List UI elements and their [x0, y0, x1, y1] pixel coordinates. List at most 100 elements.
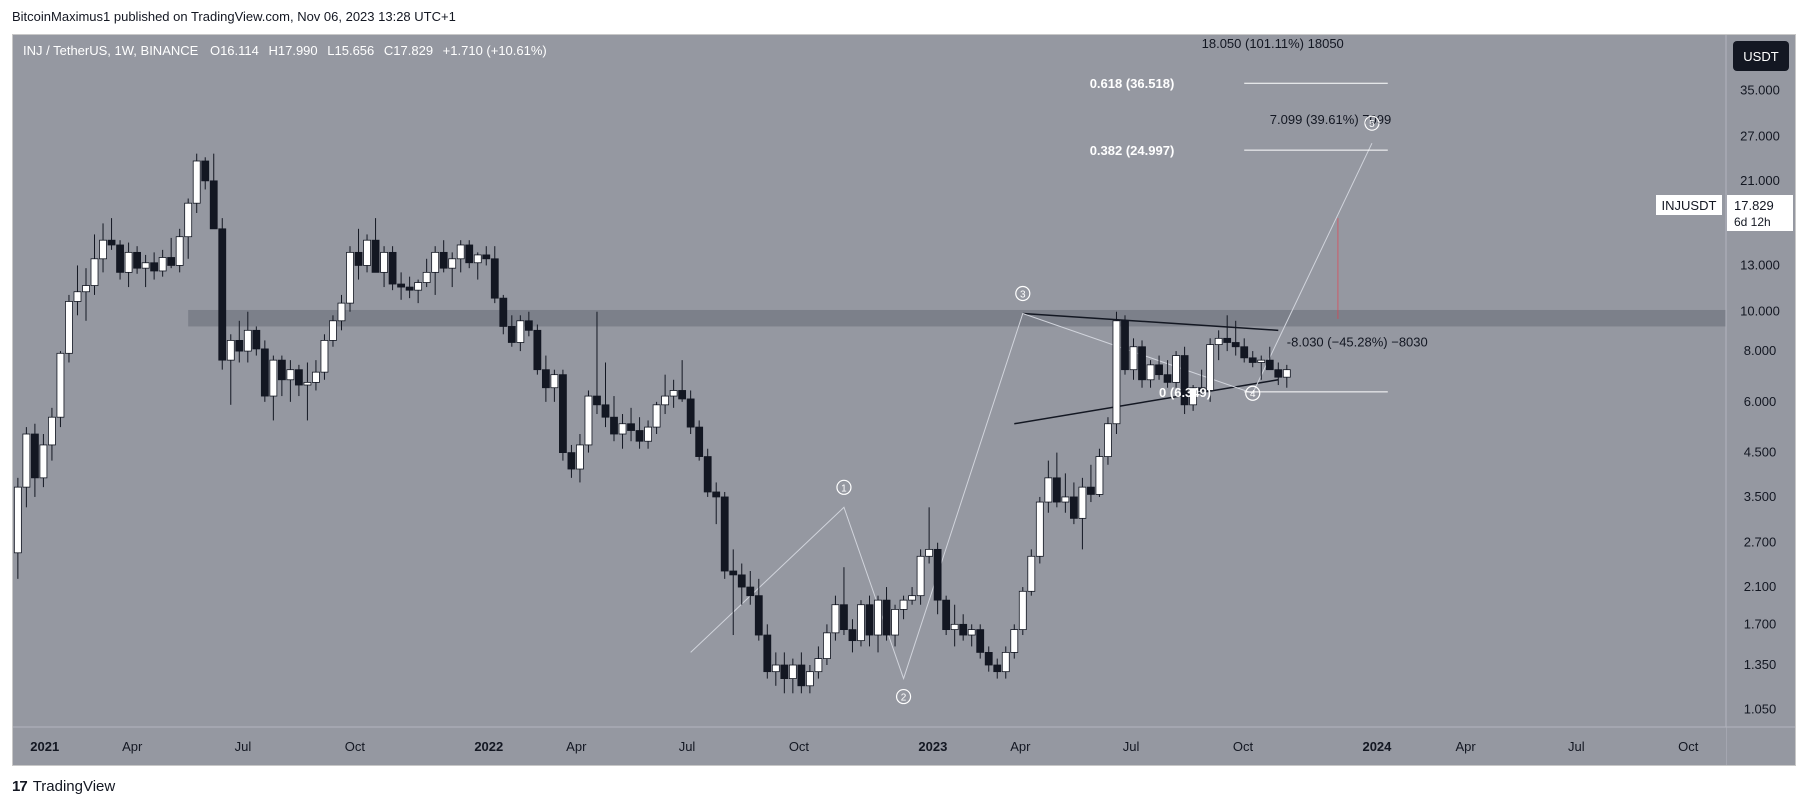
y-tick-label: 2.700: [1744, 535, 1777, 550]
candle-body-down: [678, 390, 687, 400]
candle: [746, 571, 755, 605]
time-axis[interactable]: [13, 727, 1726, 765]
candle-body-down: [1180, 355, 1189, 406]
candle: [235, 320, 244, 363]
candle-body-down: [882, 599, 891, 636]
candle: [22, 427, 31, 508]
candle: [857, 600, 865, 647]
fib-level-label: 0.618 (36.518): [1090, 76, 1175, 91]
candle: [499, 294, 508, 335]
candle-body-up: [1027, 555, 1036, 592]
candle: [439, 240, 448, 273]
candle: [908, 587, 916, 605]
candle-body-up: [788, 664, 797, 679]
candle-body-down: [601, 404, 610, 418]
candle: [99, 223, 107, 273]
candle-body-up: [99, 239, 107, 260]
candle: [959, 614, 968, 641]
y-tick-label: 21.000: [1740, 173, 1780, 188]
candle: [720, 491, 729, 579]
candle-body-down: [252, 329, 261, 350]
candle: [107, 218, 116, 250]
x-tick-label: Oct: [1678, 739, 1699, 754]
ohlc-low: 15.656: [335, 43, 375, 58]
candle-body-down: [277, 359, 286, 381]
candle-body-up: [516, 320, 525, 343]
last-price-badge: [1727, 195, 1793, 231]
candle-body-up: [1214, 337, 1223, 346]
candle: [175, 228, 184, 273]
candle: [695, 420, 704, 461]
symbol-legend[interactable]: INJ / TetherUS, 1W, BINANCE O16.114 H17.…: [23, 43, 547, 58]
price-axis[interactable]: [1726, 35, 1795, 765]
last-price-marker: INJUSDT 17.829 6d 12h: [1656, 195, 1793, 231]
y-tick-label: 6.000: [1744, 394, 1777, 409]
candle-body-up: [346, 251, 354, 304]
candle: [678, 360, 687, 402]
candle-body-down: [746, 586, 755, 597]
candle-body-down: [729, 570, 738, 576]
candle-body-up: [329, 320, 337, 341]
symbol-name: INJ / TetherUS, 1W, BINANCE: [23, 43, 199, 58]
candle-body-down: [635, 430, 644, 442]
candle-body-down: [737, 574, 746, 588]
candle-body-down: [797, 664, 806, 687]
x-tick-label: Oct: [789, 739, 810, 754]
candle-body-up: [1095, 456, 1104, 495]
candle-body-up: [65, 301, 73, 354]
candle: [976, 624, 985, 659]
candle-body-down: [780, 664, 789, 679]
candle: [48, 407, 56, 461]
currency-button[interactable]: [1733, 41, 1789, 71]
candle-body-up: [1001, 652, 1010, 673]
candle: [124, 242, 133, 288]
candle-body-down: [686, 398, 695, 428]
candle: [1129, 338, 1138, 380]
candle: [346, 246, 354, 312]
candle-body-up: [269, 359, 278, 397]
y-tick-label: 2.100: [1744, 579, 1777, 594]
candle-body-up: [243, 329, 252, 352]
candle: [967, 624, 976, 647]
ohlc-c-label: C: [384, 43, 393, 58]
measurement-label: -8.030 (−45.28%) −8030: [1287, 335, 1428, 350]
candle-body-down: [1274, 369, 1283, 378]
wave-marker: 3: [1015, 285, 1031, 302]
candle-body-down: [1069, 496, 1078, 519]
candle-body-down: [1223, 337, 1232, 343]
candle-body-down: [720, 496, 729, 572]
candle: [269, 355, 278, 421]
candle-body-down: [388, 251, 397, 285]
candle: [329, 315, 337, 347]
candle: [627, 407, 635, 442]
candle: [303, 362, 312, 421]
candle-body-up: [337, 302, 346, 322]
candle-body-up: [48, 416, 56, 446]
x-tick-label: Apr: [1010, 739, 1031, 754]
candle-body-up: [473, 254, 482, 264]
candle: [158, 249, 167, 277]
candle: [1146, 360, 1155, 388]
x-tick-label: Jul: [1568, 739, 1585, 754]
wave-circle: [1245, 385, 1261, 401]
candle: [39, 434, 48, 488]
candle-body-up: [1172, 355, 1180, 383]
candle: [320, 334, 329, 380]
candle-body-up: [56, 352, 65, 418]
candle-body-down: [1155, 364, 1163, 376]
candle: [226, 334, 235, 405]
symbol-badge-text: INJUSDT: [1662, 198, 1717, 213]
candle-body-down: [1087, 486, 1095, 495]
chart-frame[interactable]: 0.618 (36.518) 0.382 (24.997) 0 (6.349) 18.…: [12, 34, 1796, 766]
candle: [277, 355, 286, 397]
candle-body-up: [1035, 501, 1044, 557]
candle: [141, 254, 150, 288]
candlestick-chart[interactable]: 0.618 (36.518)0.382 (24.997)0 (6.349)18.…: [13, 35, 1795, 765]
candle-body-up: [175, 236, 184, 266]
candle: [916, 549, 925, 605]
candle-body-up: [950, 623, 959, 631]
candle: [593, 311, 601, 415]
candle-body-up: [1112, 320, 1121, 425]
candle-body-up: [584, 395, 593, 446]
tradingview-footer[interactable]: 17 TradingView: [12, 778, 115, 795]
